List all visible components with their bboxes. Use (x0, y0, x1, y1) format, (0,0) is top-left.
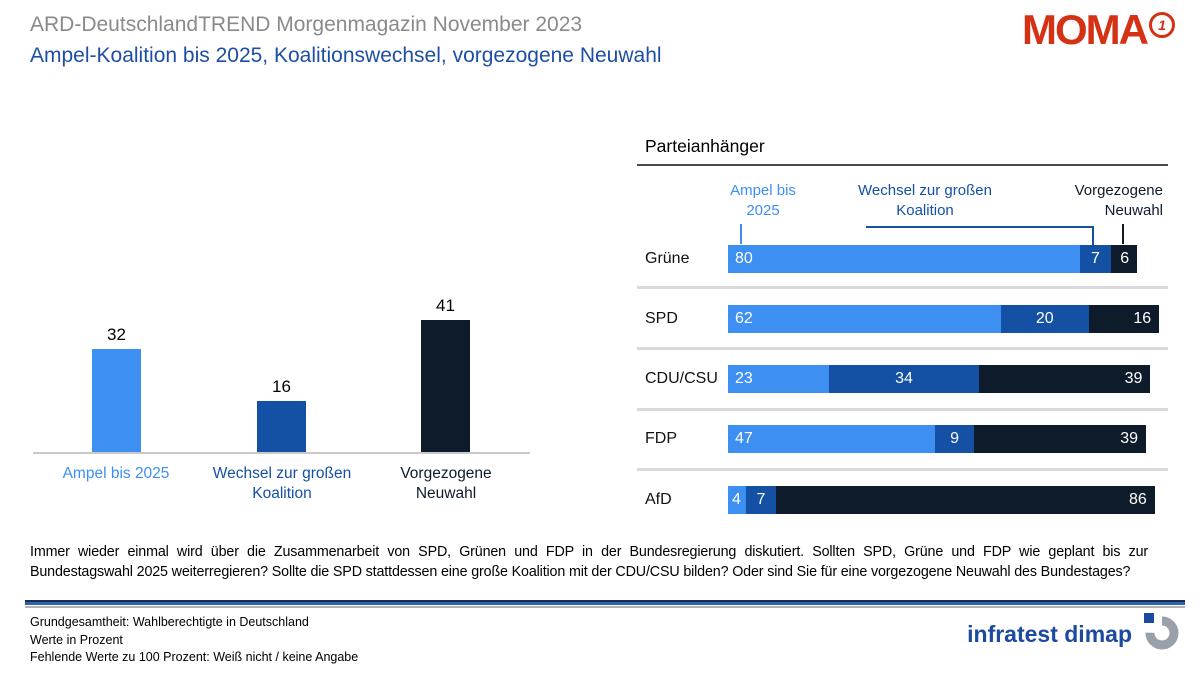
party-row-afd: AfD 4 7 86 (645, 486, 1168, 514)
bar-value: 16 (272, 377, 291, 396)
infratest-dimap-icon (1144, 613, 1179, 650)
segment-koalitionswechsel: 9 (934, 425, 975, 453)
report-kicker: ARD-DeutschlandTREND Morgenmagazin Novem… (30, 13, 583, 36)
segment-value: 7 (756, 491, 766, 508)
segment-value: 34 (895, 370, 913, 387)
segment-value: 6 (1120, 250, 1130, 267)
segment-ampel: 62 (728, 305, 1001, 333)
segment-value: 4 (732, 491, 741, 508)
x-axis-line (33, 452, 530, 454)
bar-value: 41 (436, 295, 455, 315)
row-separator (637, 468, 1168, 471)
legend-neuwahl: Vorgezogene Neuwahl (1074, 182, 1163, 219)
segment-value: 86 (1128, 491, 1147, 508)
row-separator (637, 408, 1168, 411)
axis-label-koalitionswechsel: Wechsel zur großen Koalition (212, 465, 352, 502)
segment-ampel: 47 (728, 425, 935, 453)
party-label: CDU/CSU (645, 370, 718, 387)
segment-value: 80 (735, 250, 753, 267)
segment-value: 62 (735, 310, 753, 327)
segment-value: 23 (735, 370, 753, 387)
infratest-dimap-logo: infratest dimap (967, 612, 1180, 650)
party-row-gruene: Grüne 80 7 6 (645, 245, 1168, 273)
party-label: FDP (645, 430, 677, 447)
segment-neuwahl: 86 (776, 486, 1155, 514)
party-label: Grüne (645, 250, 690, 267)
moma-logo: MOMA 1 (1022, 6, 1175, 53)
segment-ampel: 80 (728, 245, 1080, 273)
legend-ampel: Ampel bis 2025 (730, 182, 796, 219)
party-row-cducsu: CDU/CSU 23 34 39 (645, 365, 1168, 393)
segment-neuwahl: 16 (1088, 305, 1160, 333)
stacked-bar: 47 9 39 (728, 425, 1168, 453)
party-label: SPD (645, 310, 678, 327)
party-row-spd: SPD 62 20 16 (645, 305, 1168, 333)
segment-neuwahl: 39 (974, 425, 1146, 453)
stacked-bar: 4 7 86 (728, 486, 1168, 514)
bar-neuwahl: 41 (421, 296, 470, 453)
bar-value: 32 (107, 325, 126, 344)
party-label: AfD (645, 491, 672, 508)
survey-question: Immer wieder einmal wird über die Zusamm… (30, 544, 1148, 580)
ard-one-icon: 1 (1148, 12, 1175, 38)
bar-ampel: 32 (92, 325, 141, 453)
segment-value: 20 (1035, 310, 1054, 327)
row-separator (637, 286, 1168, 289)
segment-value: 16 (1133, 310, 1152, 327)
axis-label-neuwahl: Vorgezogene Neuwahl (400, 465, 492, 502)
axis-label-ampel: Ampel bis 2025 (62, 465, 170, 482)
segment-value: 39 (1124, 370, 1143, 387)
footer-line: Grundgesamtheit: Wahlberechtigte in Deut… (30, 615, 309, 629)
bar-koalitionswechsel: 16 (257, 377, 306, 453)
legend-koalitionswechsel: Wechsel zur großen Koalition (858, 182, 992, 219)
infratest-dimap-wordmark: infratest dimap (967, 620, 1132, 647)
segment-value: 7 (1090, 250, 1100, 267)
overall-bar-chart: 32 16 41 (0, 0, 620, 454)
segment-value: 9 (950, 430, 960, 447)
segment-koalitionswechsel: 7 (745, 486, 777, 514)
panel-rule (637, 164, 1168, 166)
segment-ampel: 4 (728, 486, 746, 514)
methodology-note: Grundgesamtheit: Wahlberechtigte in Deut… (30, 614, 358, 667)
footer-line: Fehlende Werte zu 100 Prozent: Weiß nich… (30, 650, 359, 664)
segment-koalitionswechsel: 20 (1000, 305, 1089, 333)
stacked-bar: 80 7 6 (728, 245, 1168, 273)
row-separator (637, 347, 1168, 350)
slide-title: Ampel-Koalition bis 2025, Koalitionswech… (30, 44, 662, 67)
legend-connector-koalitionswechsel (866, 226, 1094, 245)
moma-wordmark: MOMA (1022, 6, 1149, 53)
segment-ampel: 23 (728, 365, 830, 393)
segment-koalitionswechsel: 7 (1080, 245, 1111, 273)
legend-connector-ampel (740, 224, 742, 244)
stacked-bar: 23 34 39 (728, 365, 1168, 393)
stacked-bar: 62 20 16 (728, 305, 1168, 333)
footer-line: Werte in Prozent (30, 632, 123, 647)
segment-koalitionswechsel: 34 (829, 365, 979, 393)
segment-value: 39 (1120, 430, 1138, 447)
segment-value: 47 (735, 430, 753, 447)
party-row-fdp: FDP 47 9 39 (645, 425, 1168, 453)
segment-neuwahl: 6 (1110, 245, 1138, 273)
party-panel-title: Parteianhänger (645, 136, 765, 156)
legend-connector-neuwahl (1122, 224, 1124, 244)
segment-neuwahl: 39 (978, 365, 1151, 393)
footer-divider (25, 600, 1185, 608)
